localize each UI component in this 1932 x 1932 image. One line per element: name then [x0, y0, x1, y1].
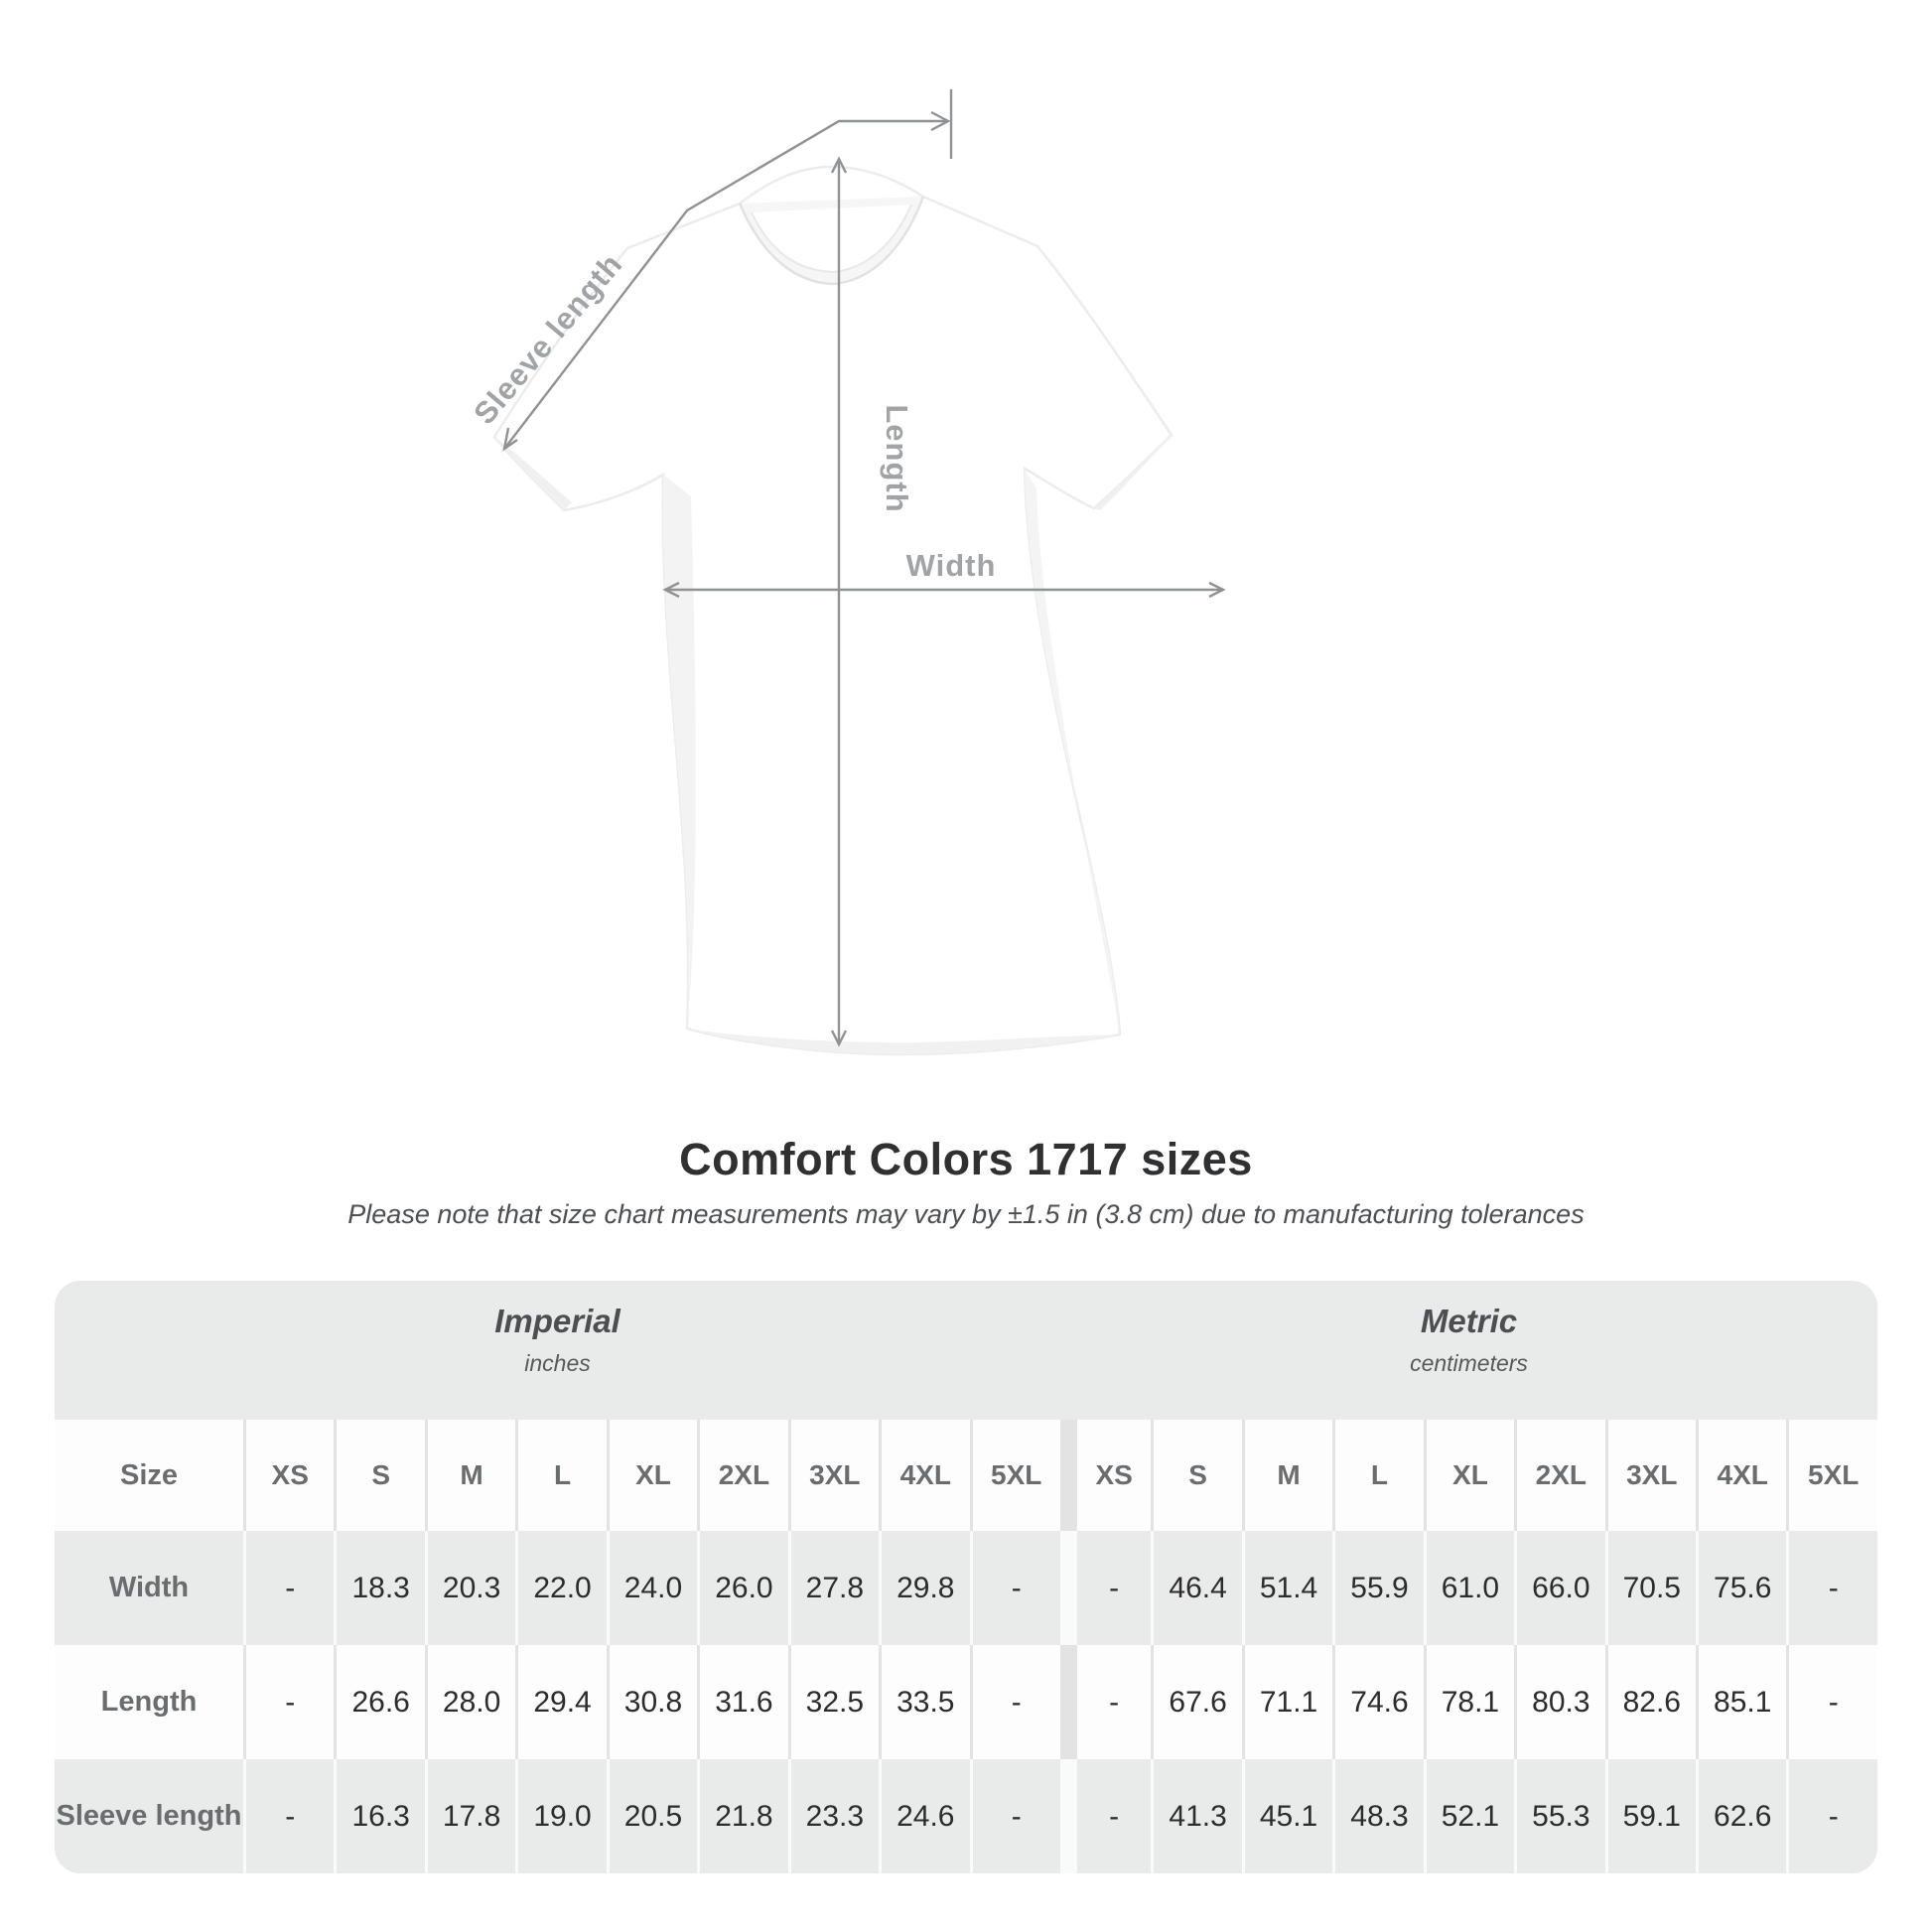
tshirt-illustration: Sleeve length Length Width — [467, 89, 1226, 1056]
measurement-value: 62.6 — [1696, 1759, 1787, 1873]
measurement-value: 24.0 — [606, 1531, 698, 1645]
measurement-value: - — [1059, 1531, 1152, 1645]
measurement-value: 24.6 — [879, 1759, 970, 1873]
measurement-value: - — [1059, 1759, 1152, 1873]
measurement-value: 19.0 — [515, 1759, 607, 1873]
row-label: Length — [55, 1645, 243, 1759]
measurement-value: 20.3 — [424, 1531, 516, 1645]
measurement-value: - — [969, 1531, 1060, 1645]
measurement-value: 67.6 — [1151, 1645, 1242, 1759]
measurement-value: 16.3 — [334, 1759, 425, 1873]
measurement-value: 59.1 — [1604, 1759, 1696, 1873]
measurement-value: 17.8 — [424, 1759, 516, 1873]
measurement-value: - — [1786, 1645, 1877, 1759]
size-header-metric-m: M — [1241, 1420, 1333, 1531]
measurement-value: - — [1059, 1645, 1152, 1759]
measurement-value: 26.0 — [697, 1531, 788, 1645]
width-label: Width — [906, 548, 997, 583]
size-header-imperial-3xl: 3XL — [787, 1420, 880, 1531]
measurement-value: 32.5 — [787, 1645, 880, 1759]
length-label: Length — [880, 404, 914, 512]
measurement-value: 70.5 — [1604, 1531, 1696, 1645]
measurement-value: 66.0 — [1514, 1531, 1605, 1645]
imperial-subtitle: inches — [524, 1350, 591, 1376]
table-row-width: Width -18.3 20.3 22.0 24.0 26.0 27.8 29.8- -46.4… — [55, 1531, 1877, 1645]
table-row-sleeve-length: Sleeve length -16.3 17.8 19.0 20.5 21.8 23.3 24… — [55, 1759, 1877, 1873]
measurement-value: 22.0 — [515, 1531, 607, 1645]
measurement-value: - — [969, 1759, 1060, 1873]
measurement-value: 82.6 — [1604, 1645, 1696, 1759]
measurement-value: 74.6 — [1332, 1645, 1424, 1759]
measurement-value: 75.6 — [1696, 1531, 1787, 1645]
size-header-imperial-2xl: 2XL — [697, 1420, 788, 1531]
measurement-value: - — [1786, 1759, 1877, 1873]
tolerance-note: Please note that size chart measurements… — [347, 1199, 1585, 1229]
measurement-value: 29.8 — [879, 1531, 970, 1645]
metric-title: Metric — [1420, 1303, 1518, 1339]
imperial-title: Imperial — [494, 1303, 621, 1339]
measurement-value: 33.5 — [879, 1645, 970, 1759]
size-header-metric-2xl: 2XL — [1514, 1420, 1605, 1531]
size-header-metric-xl: XL — [1423, 1420, 1515, 1531]
measurement-value: 29.4 — [515, 1645, 607, 1759]
page-title: Comfort Colors 1717 sizes — [679, 1134, 1253, 1184]
width-arrow — [662, 581, 1226, 599]
size-header-imperial-5xl: 5XL — [969, 1420, 1060, 1531]
size-header-imperial-4xl: 4XL — [879, 1420, 970, 1531]
size-header-row: Size XS S M L XL 2XL 3XL 4XL 5XL XS S M L XL 2XL 3XL 4XL… — [55, 1420, 1877, 1531]
row-label: Sleeve length — [55, 1759, 243, 1873]
tshirt-shape — [492, 165, 1173, 1056]
measurement-value: 28.0 — [424, 1645, 516, 1759]
metric-subtitle: centimeters — [1410, 1350, 1528, 1376]
measurement-value: - — [243, 1531, 335, 1645]
size-header-metric-l: L — [1332, 1420, 1424, 1531]
measurement-value: 46.4 — [1151, 1531, 1242, 1645]
size-column-header: Size — [55, 1420, 243, 1531]
size-chart-table: Imperial inches Metric centimeters Size … — [55, 1281, 1877, 1873]
measurement-value: 18.3 — [334, 1531, 425, 1645]
measurement-value: 31.6 — [697, 1645, 788, 1759]
size-header-metric-3xl: 3XL — [1604, 1420, 1696, 1531]
row-label: Width — [55, 1531, 243, 1645]
size-header-metric-s: S — [1151, 1420, 1242, 1531]
measurement-value: 20.5 — [606, 1759, 698, 1873]
measurement-value: 21.8 — [697, 1759, 788, 1873]
measurement-value: 27.8 — [787, 1531, 880, 1645]
measurement-value: 23.3 — [787, 1759, 880, 1873]
size-header-metric-5xl: 5XL — [1786, 1420, 1877, 1531]
measurement-value: 78.1 — [1423, 1645, 1515, 1759]
measurements-table: Size XS S M L XL 2XL 3XL 4XL 5XL XS S M L XL 2XL 3XL 4XL… — [55, 1420, 1877, 1873]
size-header-metric-xs: XS — [1059, 1420, 1152, 1531]
imperial-header: Imperial inches — [55, 1281, 1060, 1420]
measurement-value: 48.3 — [1332, 1759, 1424, 1873]
measurement-value: 71.1 — [1241, 1645, 1333, 1759]
measurement-value: 51.4 — [1241, 1531, 1333, 1645]
size-header-imperial-s: S — [334, 1420, 425, 1531]
measurement-value: - — [1786, 1531, 1877, 1645]
size-header-imperial-l: L — [515, 1420, 607, 1531]
table-row-length: Length -26.6 28.0 29.4 30.8 31.6 32.5 33.5- -67.… — [55, 1645, 1877, 1759]
measurement-value: 85.1 — [1696, 1645, 1787, 1759]
size-header-metric-4xl: 4XL — [1696, 1420, 1787, 1531]
measurement-value: 26.6 — [334, 1645, 425, 1759]
unit-header: Imperial inches Metric centimeters — [55, 1281, 1877, 1420]
measurement-value: 80.3 — [1514, 1645, 1605, 1759]
measurement-value: - — [243, 1645, 335, 1759]
size-header-imperial-xs: XS — [243, 1420, 335, 1531]
length-arrow — [830, 156, 848, 1047]
size-header-imperial-xl: XL — [606, 1420, 698, 1531]
measurement-value: - — [243, 1759, 335, 1873]
measurement-value: 55.9 — [1332, 1531, 1424, 1645]
measurement-value: 30.8 — [606, 1645, 698, 1759]
measurement-value: 61.0 — [1423, 1531, 1515, 1645]
metric-header: Metric centimeters — [1060, 1281, 1877, 1420]
size-header-imperial-m: M — [424, 1420, 516, 1531]
measurement-value: - — [969, 1645, 1060, 1759]
sleeve-length-arrow — [502, 89, 953, 452]
measurement-value: 45.1 — [1241, 1759, 1333, 1873]
measurement-value: 55.3 — [1514, 1759, 1605, 1873]
measurement-value: 52.1 — [1423, 1759, 1515, 1873]
measurement-value: 41.3 — [1151, 1759, 1242, 1873]
